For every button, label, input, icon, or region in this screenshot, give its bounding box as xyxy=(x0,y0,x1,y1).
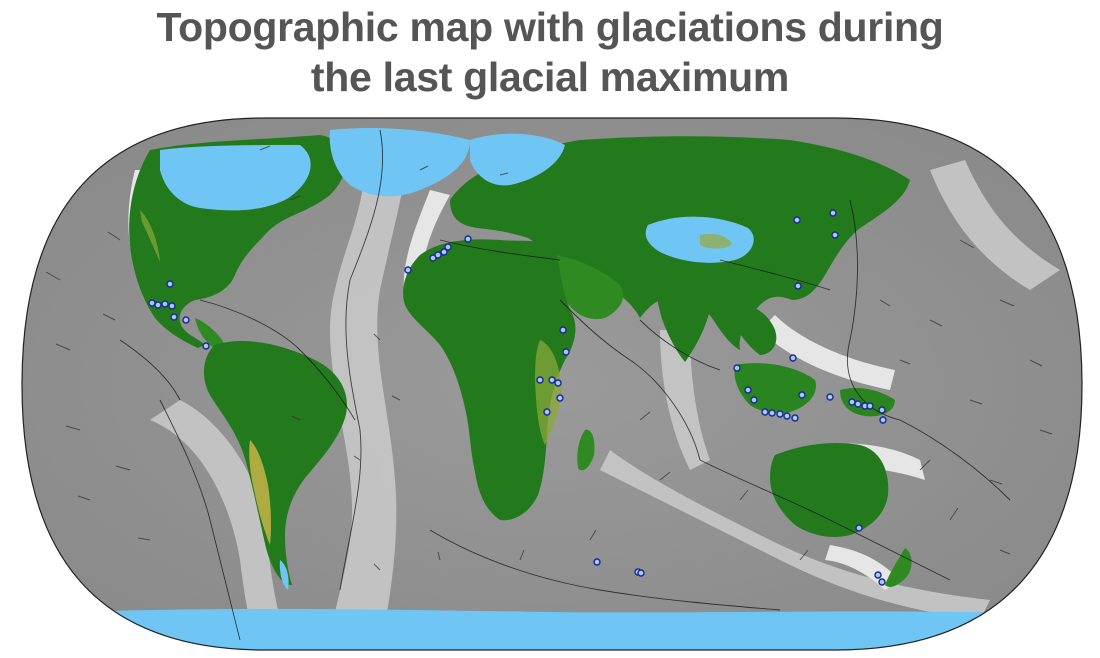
land-layer xyxy=(22,128,1082,650)
highland-east-africa xyxy=(535,340,562,445)
ice-sheet-patagonia xyxy=(279,560,289,590)
highland-rockies xyxy=(140,210,160,262)
highland-tibet xyxy=(700,234,732,249)
landmass-central-america xyxy=(195,318,224,350)
ice-sheet-fennoscandian xyxy=(470,133,565,186)
bathymetry-layer xyxy=(150,130,1060,650)
landmass-arabia xyxy=(554,255,624,320)
ice-sheet-antarctica xyxy=(22,608,1082,650)
landmass-australia xyxy=(770,443,889,537)
landmass-southeast-asia xyxy=(730,303,777,355)
glaciation-sites xyxy=(148,209,887,586)
landmass-madagascar xyxy=(577,429,595,471)
plate-motion-vectors xyxy=(45,145,1053,571)
landmass-africa xyxy=(403,239,576,521)
highland-andes xyxy=(249,440,272,545)
ice-sheet-greenland xyxy=(329,128,470,197)
map-title: Topographic map with glaciations during … xyxy=(0,2,1100,102)
map-frame xyxy=(21,117,1083,651)
ice-sheet-tibet xyxy=(645,216,754,263)
map-title-line-1: Topographic map with glaciations during xyxy=(156,4,944,50)
ice-sheet-laurentide xyxy=(160,145,311,211)
landmass-south-america xyxy=(203,340,347,586)
map-title-line-2: the last glacial maximum xyxy=(310,54,790,100)
landmass-india xyxy=(655,290,710,362)
